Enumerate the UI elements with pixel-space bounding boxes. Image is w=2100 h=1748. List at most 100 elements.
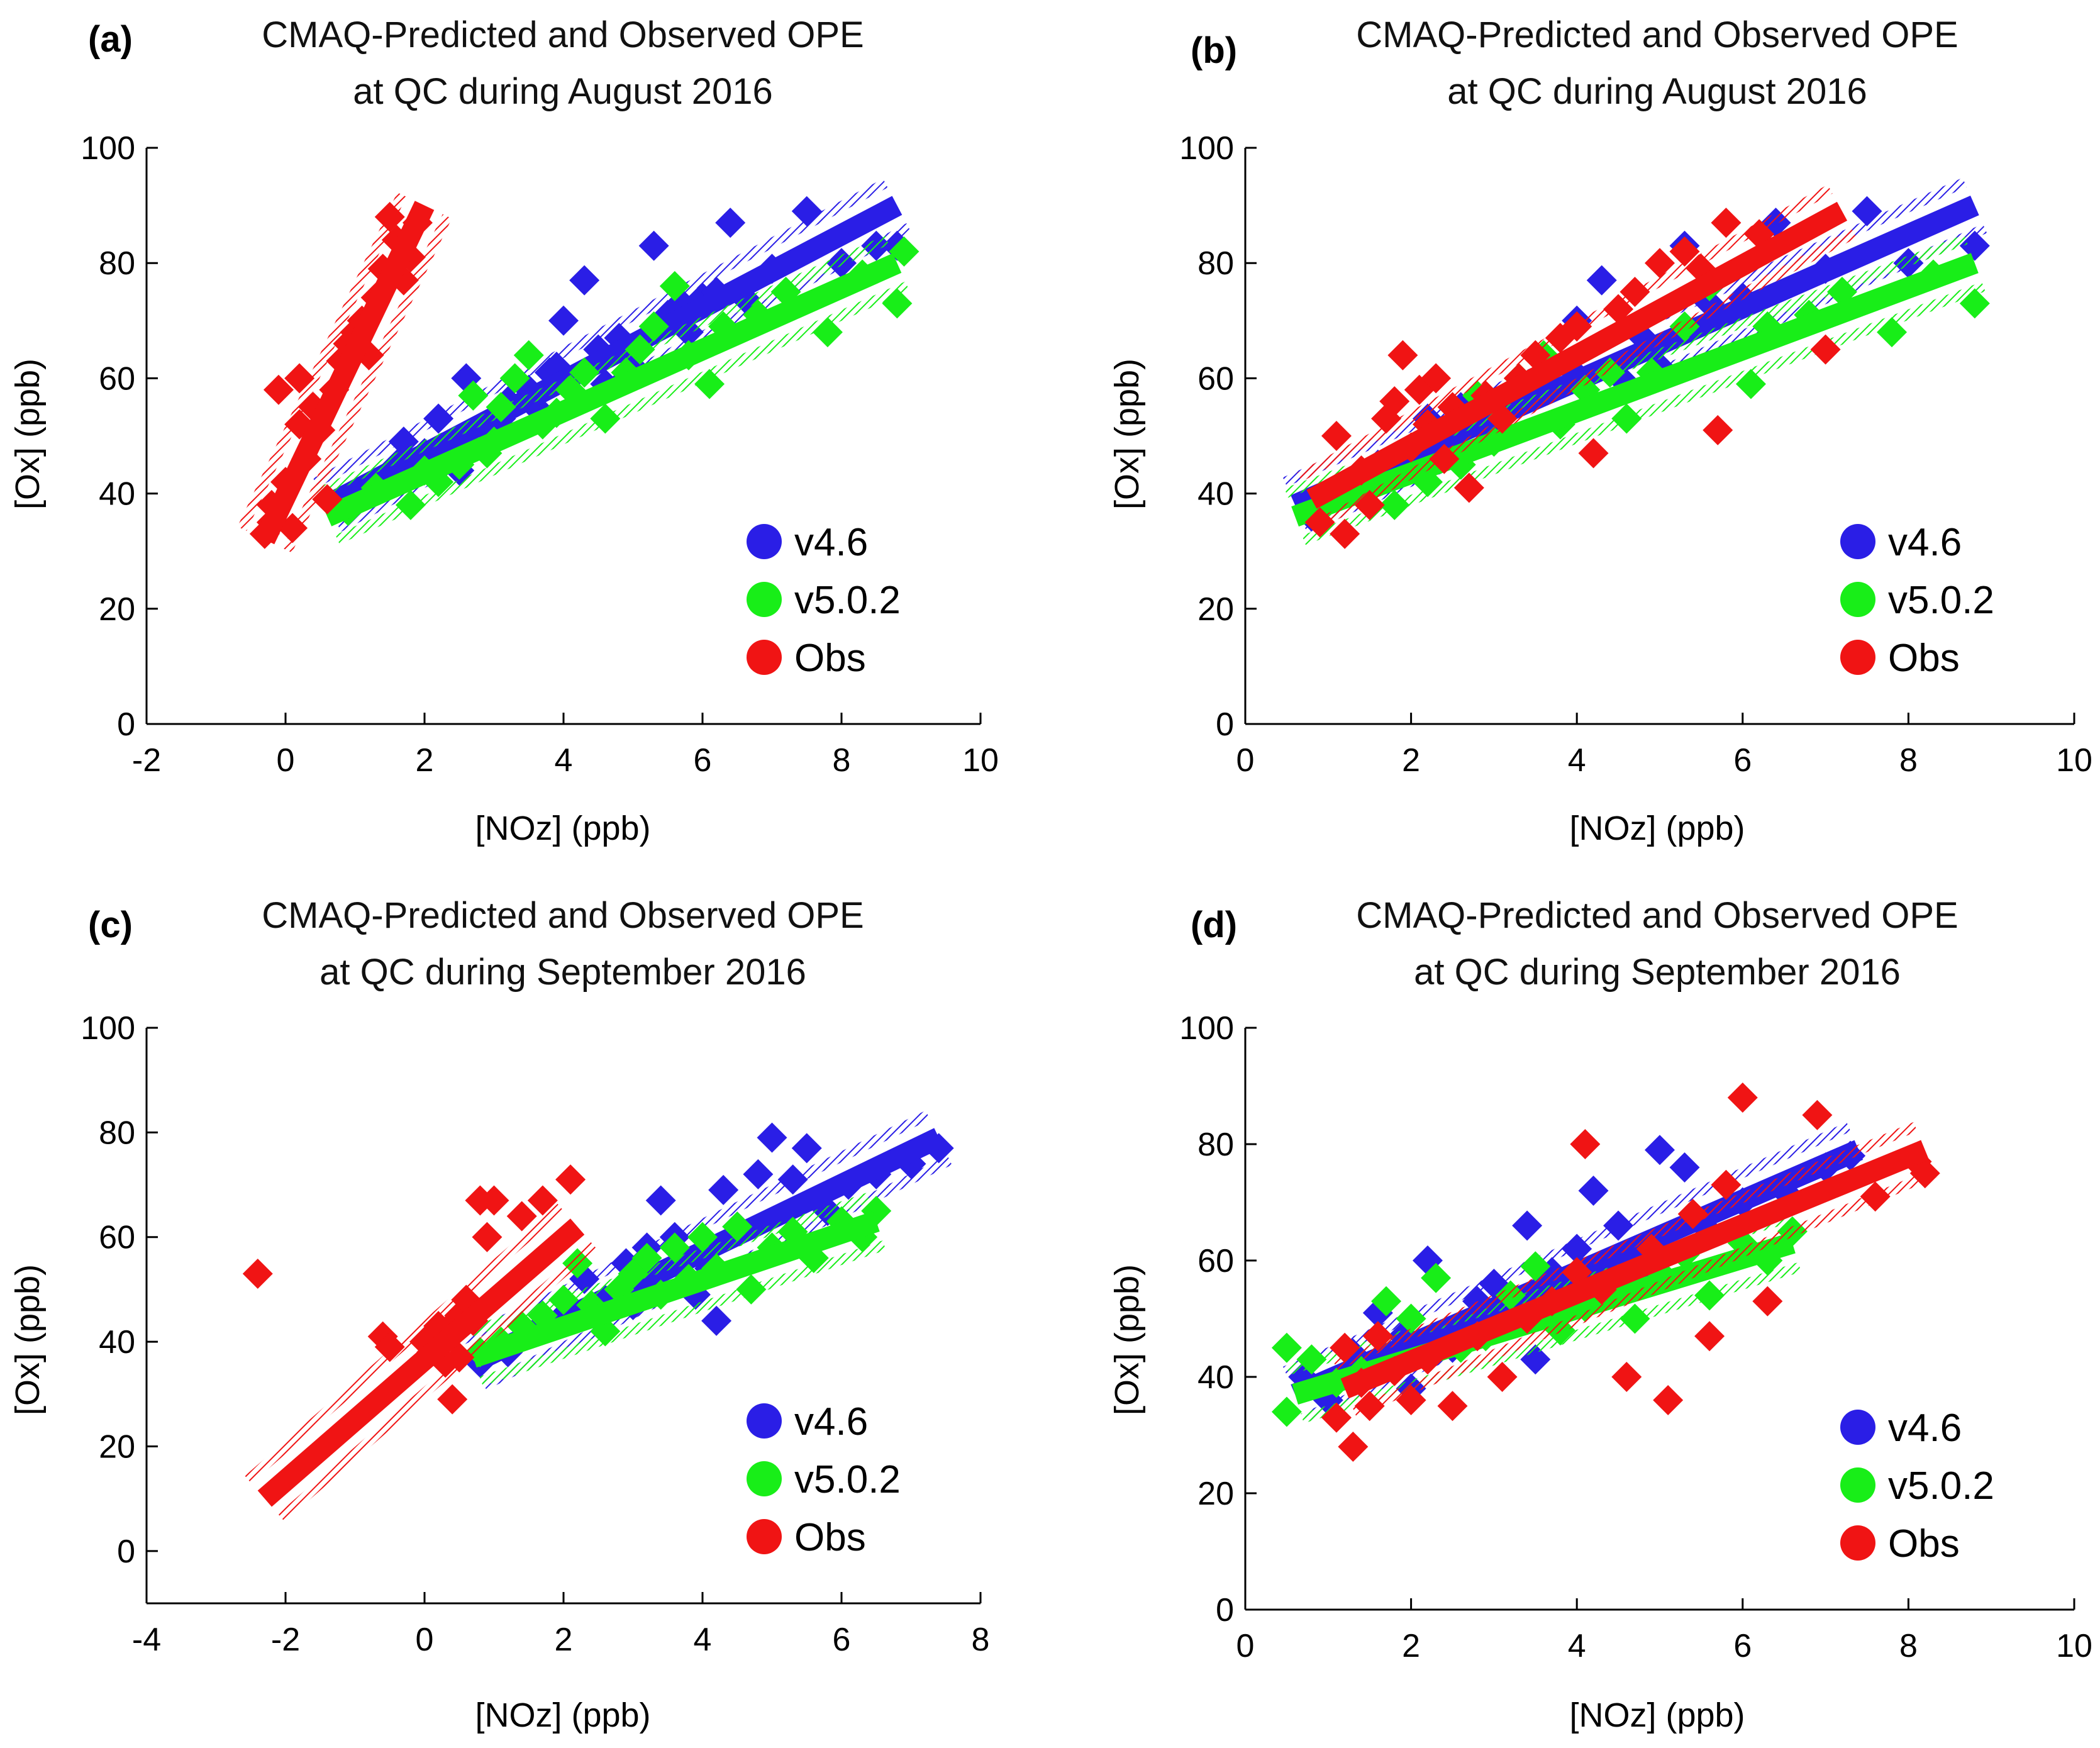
data-point-v502 bbox=[499, 363, 530, 394]
legend-marker-v46 bbox=[747, 1403, 782, 1439]
chart-title-line1: CMAQ-Predicted and Observed OPE bbox=[1356, 895, 1958, 936]
data-point-obs bbox=[312, 484, 343, 515]
confidence-band-obs bbox=[277, 1242, 597, 1522]
data-point-v502 bbox=[722, 1211, 753, 1242]
data-point-obs bbox=[1645, 248, 1675, 279]
data-point-v502 bbox=[458, 380, 489, 411]
data-point-obs bbox=[1752, 1286, 1783, 1317]
data-point-v502 bbox=[1877, 317, 1908, 348]
confidence-band-v502 bbox=[335, 281, 909, 545]
data-point-v502 bbox=[1271, 1332, 1302, 1363]
data-point-obs bbox=[1387, 340, 1418, 370]
x-tick-label: -2 bbox=[271, 1622, 300, 1658]
legend-label: Obs bbox=[1888, 637, 1960, 680]
y-axis-label: [Ox] (ppb) bbox=[1108, 359, 1146, 509]
data-point-v502 bbox=[569, 357, 600, 388]
y-tick-label: 40 bbox=[1197, 1359, 1234, 1396]
data-point-v46 bbox=[791, 196, 822, 226]
data-point-v46 bbox=[1959, 230, 1990, 261]
legend-label: Obs bbox=[794, 1516, 866, 1559]
data-point-obs bbox=[1562, 311, 1592, 342]
chart-title-line2: at QC during September 2016 bbox=[319, 952, 806, 993]
legend-label: Obs bbox=[794, 637, 866, 680]
legend-label: v5.0.2 bbox=[1888, 579, 1994, 622]
chart-title-line1: CMAQ-Predicted and Observed OPE bbox=[262, 895, 864, 936]
x-tick-label: 2 bbox=[1402, 1628, 1420, 1664]
confidence-band-obs bbox=[282, 214, 452, 553]
confidence-band-obs bbox=[1333, 1122, 1918, 1370]
data-point-obs bbox=[1379, 386, 1410, 417]
legend-marker-obs bbox=[747, 1519, 782, 1554]
legend-label: v4.6 bbox=[1888, 521, 1962, 564]
y-tick-label: 80 bbox=[99, 245, 135, 282]
data-point-v46 bbox=[569, 265, 600, 296]
x-tick-label: 8 bbox=[1899, 1628, 1918, 1664]
data-point-obs bbox=[1354, 1391, 1385, 1422]
x-axis-label: [NOz] (ppb) bbox=[1569, 1696, 1745, 1734]
data-point-v46 bbox=[1603, 1210, 1634, 1241]
x-tick-label: 0 bbox=[277, 742, 295, 779]
y-tick-label: 40 bbox=[99, 1324, 135, 1361]
data-point-obs bbox=[1321, 1402, 1352, 1433]
data-point-obs bbox=[527, 1185, 558, 1216]
x-tick-label: 6 bbox=[833, 1622, 851, 1658]
data-point-obs bbox=[1354, 489, 1385, 520]
y-tick-label: 40 bbox=[1197, 476, 1234, 513]
data-point-obs bbox=[1653, 1385, 1684, 1415]
data-point-obs bbox=[374, 1332, 405, 1362]
data-point-v502 bbox=[395, 489, 426, 520]
data-point-obs bbox=[1694, 1321, 1725, 1352]
legend-marker-v46 bbox=[1840, 1410, 1875, 1445]
legend-label: v5.0.2 bbox=[794, 579, 901, 622]
data-point-v502 bbox=[548, 1284, 579, 1315]
y-tick-label: 0 bbox=[1216, 706, 1234, 743]
legend-marker-v502 bbox=[1840, 582, 1875, 617]
chart-title-line2: at QC during August 2016 bbox=[1447, 71, 1867, 112]
data-point-obs bbox=[1703, 415, 1733, 445]
legend-marker-v502 bbox=[747, 582, 782, 617]
x-axis-label: [NOz] (ppb) bbox=[475, 810, 650, 847]
data-point-v502 bbox=[659, 1232, 690, 1263]
x-tick-label: 8 bbox=[972, 1622, 990, 1658]
x-tick-label: -4 bbox=[132, 1622, 161, 1658]
x-tick-label: 8 bbox=[1899, 742, 1918, 779]
data-point-obs bbox=[1321, 421, 1352, 451]
legend-marker-v46 bbox=[1840, 524, 1875, 559]
data-point-obs bbox=[374, 201, 405, 232]
legend-marker-v46 bbox=[747, 524, 782, 559]
y-axis-label: [Ox] (ppb) bbox=[9, 359, 47, 509]
confidence-band-v502 bbox=[314, 235, 889, 499]
legend-label: v4.6 bbox=[794, 521, 868, 564]
panel-d: (d) CMAQ-Predicted and Observed OPE at Q… bbox=[1108, 895, 2092, 1734]
y-tick-label: 60 bbox=[1197, 1243, 1234, 1279]
fit-line-obs bbox=[1340, 1140, 1930, 1399]
chart-title-line2: at QC during September 2016 bbox=[1414, 952, 1901, 993]
data-point-obs bbox=[1421, 363, 1452, 394]
data-point-obs bbox=[1578, 438, 1609, 469]
y-tick-label: 60 bbox=[1197, 360, 1234, 397]
data-point-v46 bbox=[1586, 265, 1617, 296]
data-point-v502 bbox=[882, 288, 913, 319]
data-point-v502 bbox=[1619, 1303, 1650, 1334]
legend-label: v5.0.2 bbox=[1888, 1464, 1994, 1508]
legend-label: v4.6 bbox=[1888, 1406, 1962, 1450]
data-point-v502 bbox=[1296, 1344, 1327, 1375]
y-tick-label: 0 bbox=[117, 1534, 135, 1570]
panel-label: (b) bbox=[1191, 30, 1237, 71]
data-point-obs bbox=[1570, 1129, 1601, 1159]
data-point-obs bbox=[1810, 334, 1841, 365]
y-axis-label: [Ox] (ppb) bbox=[9, 1264, 47, 1415]
data-point-v46 bbox=[1852, 196, 1882, 226]
data-point-v502 bbox=[736, 1274, 767, 1305]
data-point-obs bbox=[1860, 1181, 1891, 1212]
data-point-obs bbox=[1669, 236, 1700, 267]
data-point-v502 bbox=[812, 317, 843, 348]
data-point-v502 bbox=[659, 270, 690, 301]
data-point-v46 bbox=[423, 403, 454, 434]
data-point-obs bbox=[1437, 1391, 1468, 1422]
data-point-obs bbox=[479, 1185, 509, 1216]
panel-label: (a) bbox=[88, 19, 133, 60]
